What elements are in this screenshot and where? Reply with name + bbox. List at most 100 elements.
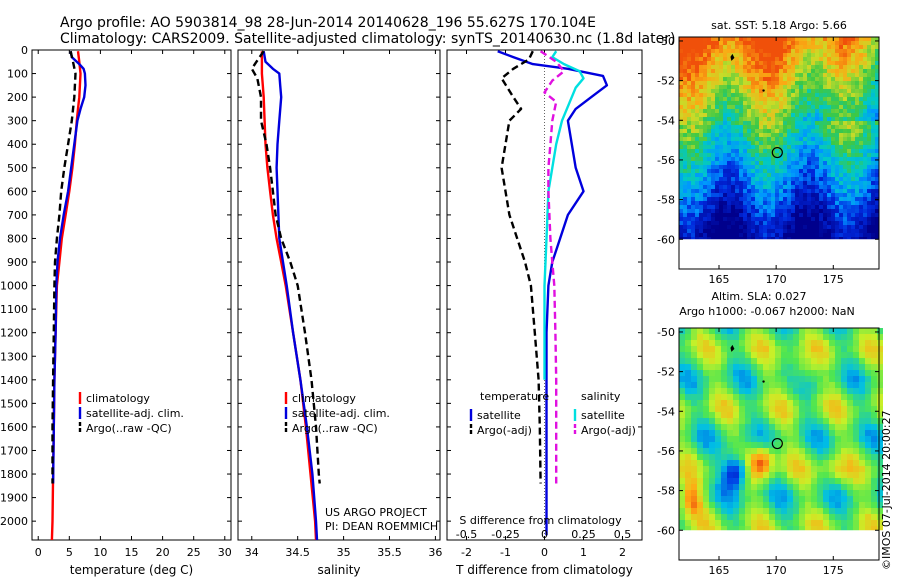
heatmap-cell: [751, 153, 755, 157]
heatmap-cell: [831, 49, 835, 53]
heatmap-cell: [855, 101, 859, 105]
heatmap-cell: [843, 89, 847, 93]
heatmap-cell: [819, 137, 823, 141]
heatmap-cell: [823, 177, 827, 181]
heatmap-cell: [755, 137, 759, 141]
heatmap-cell: [767, 165, 771, 169]
heatmap-cell: [799, 466, 805, 472]
heatmap-cell: [859, 41, 863, 45]
heatmap-cell: [721, 328, 727, 334]
y-tick-label: 1000: [0, 280, 28, 293]
heatmap-cell: [687, 181, 691, 185]
heatmap-cell: [751, 73, 755, 77]
heatmap-cell: [757, 472, 763, 478]
heatmap-cell: [779, 89, 783, 93]
heatmap-cell: [839, 185, 843, 189]
heatmap-cell: [843, 45, 847, 49]
heatmap-cell: [855, 45, 859, 49]
heatmap-cell: [805, 466, 811, 472]
heatmap-cell: [703, 364, 709, 370]
heatmap-cell: [831, 125, 835, 129]
heatmap-cell: [841, 382, 847, 388]
heatmap-cell: [715, 484, 721, 490]
heatmap-cell: [771, 209, 775, 213]
heatmap-cell: [735, 73, 739, 77]
heatmap-cell: [835, 346, 841, 352]
heatmap-cell: [679, 508, 685, 514]
heatmap-cell: [739, 514, 745, 520]
heatmap-cell: [735, 113, 739, 117]
heatmap-cell: [877, 352, 883, 358]
heatmap-cell: [787, 526, 793, 531]
y-tick-label: 1900: [0, 492, 28, 505]
heatmap-cell: [779, 45, 783, 49]
heatmap-cell: [687, 117, 691, 121]
heatmap-cell: [719, 49, 723, 53]
heatmap-cell: [695, 45, 699, 49]
heatmap-cell: [781, 328, 787, 334]
heatmap-cell: [787, 69, 791, 73]
heatmap-cell: [863, 73, 867, 77]
heatmap-cell: [763, 229, 767, 233]
heatmap-cell: [751, 177, 755, 181]
heatmap-cell: [685, 406, 691, 412]
heatmap-cell: [721, 514, 727, 520]
heatmap-cell: [733, 376, 739, 382]
heatmap-cell: [815, 181, 819, 185]
heatmap-cell: [839, 229, 843, 233]
heatmap-cell: [823, 209, 827, 213]
heatmap-cell: [751, 229, 755, 233]
heatmap-cell: [699, 165, 703, 169]
heatmap-cell: [721, 454, 727, 460]
heatmap-cell: [779, 81, 783, 85]
heatmap-cell: [755, 57, 759, 61]
heatmap-cell: [771, 189, 775, 193]
heatmap-cell: [743, 165, 747, 169]
heatmap-cell: [719, 97, 723, 101]
heatmap-cell: [759, 217, 763, 221]
heatmap-cell: [811, 478, 817, 484]
heatmap-cell: [805, 352, 811, 358]
heatmap-cell: [783, 209, 787, 213]
heatmap-cell: [779, 145, 783, 149]
map-title: Altim. SLA: 0.027: [711, 290, 806, 303]
heatmap-cell: [691, 41, 695, 45]
heatmap-cell: [867, 105, 871, 109]
heatmap-cell: [703, 424, 709, 430]
heatmap-cell: [775, 101, 779, 105]
heatmap-cell: [835, 472, 841, 478]
heatmap-cell: [865, 484, 871, 490]
heatmap-cell: [735, 201, 739, 205]
heatmap-cell: [811, 181, 815, 185]
heatmap-cell: [739, 526, 745, 531]
heatmap-cell: [803, 85, 807, 89]
heatmap-cell: [791, 89, 795, 93]
heatmap-cell: [799, 514, 805, 520]
heatmap-cell: [727, 69, 731, 73]
heatmap-cell: [823, 346, 829, 352]
heatmap-cell: [715, 129, 719, 133]
heatmap-cell: [709, 412, 715, 418]
heatmap-cell: [767, 85, 771, 89]
heatmap-cell: [727, 73, 731, 77]
heatmap-cell: [747, 233, 751, 237]
heatmap-cell: [727, 478, 733, 484]
heatmap-cell: [683, 237, 687, 240]
heatmap-cell: [711, 109, 715, 113]
heatmap-cell: [843, 93, 847, 97]
heatmap-cell: [719, 237, 723, 240]
heatmap-cell: [687, 101, 691, 105]
heatmap-cell: [697, 394, 703, 400]
heatmap-cell: [823, 412, 829, 418]
heatmap-cell: [699, 201, 703, 205]
heatmap-cell: [805, 418, 811, 424]
heatmap-cell: [739, 400, 745, 406]
heatmap-cell: [863, 237, 867, 240]
heatmap-cell: [763, 69, 767, 73]
heatmap-cell: [793, 472, 799, 478]
heatmap-cell: [775, 346, 781, 352]
heatmap-cell: [723, 145, 727, 149]
heatmap-cell: [731, 133, 735, 137]
heatmap-cell: [687, 133, 691, 137]
heatmap-cell: [691, 165, 695, 169]
